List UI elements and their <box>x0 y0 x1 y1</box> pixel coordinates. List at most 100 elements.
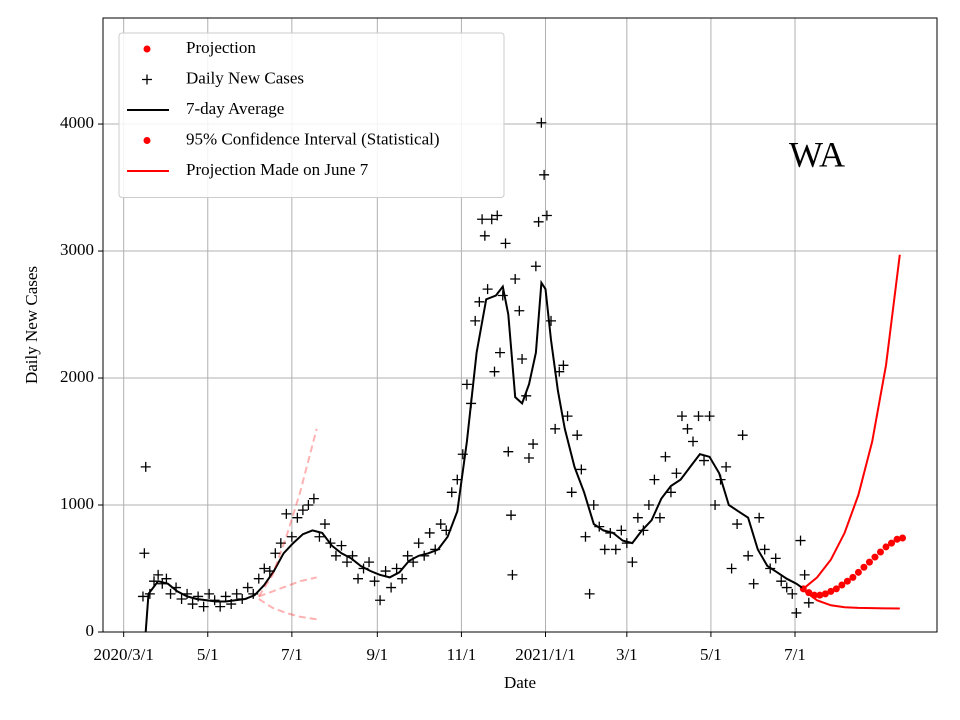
data-point <box>492 210 503 221</box>
ci-upper-line <box>802 254 901 590</box>
data-point <box>795 535 806 546</box>
data-point <box>489 366 500 377</box>
data-point <box>369 576 380 587</box>
data-point <box>204 588 215 599</box>
legend-marker <box>142 74 152 85</box>
projection-point <box>832 585 840 593</box>
data-point <box>341 557 352 568</box>
data-point <box>576 464 587 475</box>
x-tick-label: 9/1 <box>366 645 388 664</box>
data-point <box>539 169 550 180</box>
data-point <box>242 582 253 593</box>
legend: Projection Daily New Cases 7-day Average 95… <box>118 32 505 198</box>
data-point <box>187 599 198 610</box>
data-point <box>550 423 561 434</box>
data-point <box>638 525 649 536</box>
data-point <box>137 591 148 602</box>
data-point <box>660 451 671 462</box>
projection-point <box>888 539 896 547</box>
data-point <box>510 273 521 284</box>
data-point <box>566 487 577 498</box>
legend-label: Daily New Cases <box>186 68 304 87</box>
data-point <box>314 531 325 542</box>
data-point <box>748 578 759 589</box>
data-point <box>500 238 511 249</box>
data-point <box>643 500 654 511</box>
data-point <box>461 379 472 390</box>
data-point <box>759 544 770 555</box>
data-point <box>776 576 787 587</box>
data-point <box>721 461 732 472</box>
upper-line <box>257 428 318 597</box>
lower-line <box>258 598 317 621</box>
data-point <box>649 474 660 485</box>
legend-marker <box>143 45 151 53</box>
data-point <box>632 512 643 523</box>
data-point <box>693 411 704 422</box>
data-point <box>220 591 231 602</box>
projection-point <box>899 534 907 542</box>
projection-point <box>893 535 901 543</box>
data-point <box>770 553 781 564</box>
data-point <box>704 411 715 422</box>
data-point <box>610 544 621 555</box>
data-point <box>336 540 347 551</box>
data-point <box>435 519 446 530</box>
data-point <box>286 531 297 542</box>
data-point <box>161 573 172 584</box>
data-point <box>654 512 665 523</box>
data-point <box>198 601 209 612</box>
data-point <box>153 569 164 580</box>
projection-point <box>816 591 824 599</box>
annotation: WA <box>789 134 845 174</box>
data-point <box>380 566 391 577</box>
projection-point <box>827 587 835 595</box>
y-tick-label: 4000 <box>60 113 94 132</box>
data-point <box>743 550 754 561</box>
data-point <box>671 468 682 479</box>
data-point <box>541 210 552 221</box>
legend-label: Projection <box>186 38 256 57</box>
data-point <box>474 296 485 307</box>
data-point <box>676 411 687 422</box>
projection-point <box>876 548 884 556</box>
data-point <box>787 588 798 599</box>
data-point <box>275 538 286 549</box>
data-point <box>791 607 802 618</box>
x-tick-label: 11/1 <box>447 645 477 664</box>
legend-label: 7-day Average <box>186 99 284 118</box>
data-point <box>308 493 319 504</box>
plot-area <box>137 117 907 633</box>
data-point <box>270 548 281 559</box>
data-point <box>533 216 544 227</box>
data-point <box>375 595 386 606</box>
data-point <box>580 531 591 542</box>
x-tick-label: 5/1 <box>700 645 722 664</box>
data-point <box>140 461 151 472</box>
data-point <box>726 563 737 574</box>
data-point <box>495 347 506 358</box>
projection-point <box>882 543 890 551</box>
data-point <box>528 439 539 450</box>
data-point <box>558 360 569 371</box>
data-point <box>446 487 457 498</box>
data-point <box>482 284 493 295</box>
axes-frame <box>102 17 938 633</box>
data-point <box>781 582 792 593</box>
legend-label: 95% Confidence Interval (Statistical) <box>186 129 440 148</box>
data-point <box>507 569 518 580</box>
x-axis-label: Date <box>504 673 536 692</box>
data-point <box>353 573 364 584</box>
data-point <box>536 117 547 128</box>
legend-label: Projection Made on June 7 <box>186 160 369 179</box>
y-tick-label: 3000 <box>60 240 94 259</box>
data-point <box>584 588 595 599</box>
x-tick-label: 2021/1/1 <box>515 645 575 664</box>
data-point <box>799 569 810 580</box>
data-point <box>215 601 226 612</box>
y-tick-label: 0 <box>86 621 95 640</box>
data-point <box>754 512 765 523</box>
data-point <box>546 315 557 326</box>
data-point <box>424 527 435 538</box>
data-point <box>452 474 463 485</box>
